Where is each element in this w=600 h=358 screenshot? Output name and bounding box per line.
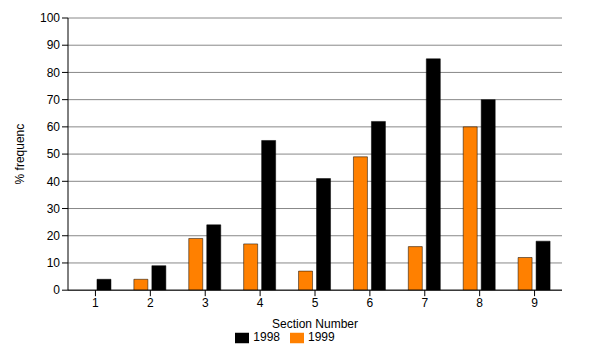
svg-text:40: 40 <box>47 175 61 189</box>
svg-text:8: 8 <box>476 296 483 310</box>
svg-text:100: 100 <box>40 11 60 25</box>
svg-text:90: 90 <box>47 38 61 52</box>
svg-text:5: 5 <box>312 296 319 310</box>
html-text:1999: 1999 <box>308 330 335 345</box>
svg-text:6: 6 <box>367 296 374 310</box>
svg-text:3: 3 <box>202 296 209 310</box>
svg-text:30: 30 <box>47 202 61 216</box>
svg-text:20: 20 <box>47 229 61 243</box>
svg-text:50: 50 <box>47 147 61 161</box>
svg-text:% frequenc: % frequenc <box>13 124 27 185</box>
html-text:1998: 1998 <box>253 330 280 345</box>
svg-text:10: 10 <box>47 256 61 270</box>
svg-text:Section Number: Section Number <box>272 317 358 331</box>
svg-text:9: 9 <box>531 296 538 310</box>
svg-text:2: 2 <box>147 296 154 310</box>
svg-text:80: 80 <box>47 66 61 80</box>
svg-text:1: 1 <box>92 296 99 310</box>
svg-text:70: 70 <box>47 93 61 107</box>
svg-text:60: 60 <box>47 120 61 134</box>
svg-text:0: 0 <box>53 283 60 297</box>
svg-text:4: 4 <box>257 296 264 310</box>
svg-text:7: 7 <box>421 296 428 310</box>
